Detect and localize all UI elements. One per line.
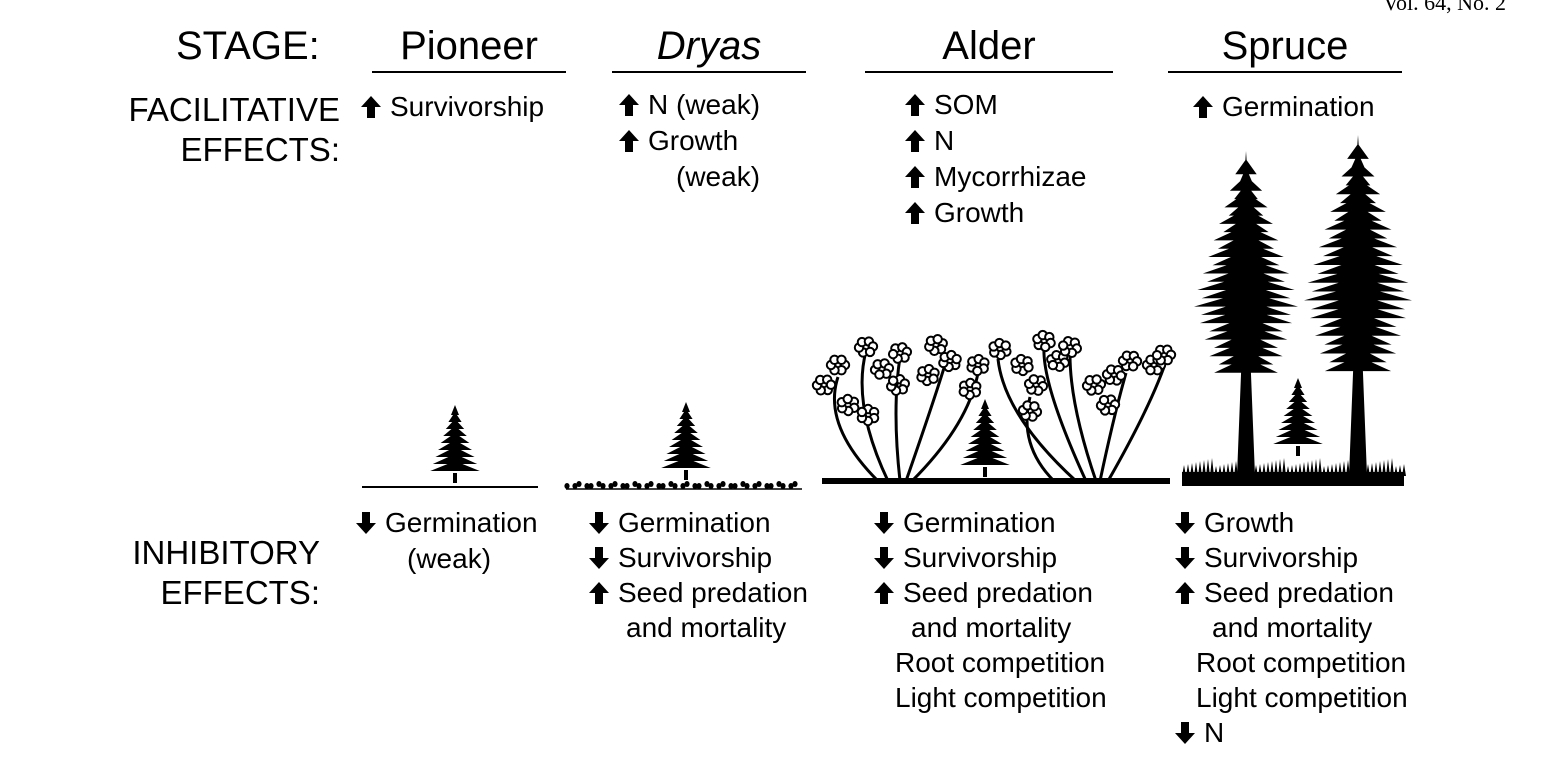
spruce-inhibitory-effect-text: Growth [1204, 507, 1295, 538]
stage-name-alder: Alder [942, 24, 1036, 68]
dryas-inhibitory-effect-text: and mortality [626, 612, 787, 643]
up-arrow-icon [1193, 96, 1213, 118]
up-arrow-icon [905, 94, 925, 116]
alder-inhibitory-effect-text: and mortality [911, 612, 1072, 643]
dryas-inhibitory-effect-text: Germination [618, 507, 771, 538]
alder-seedling-icon [960, 399, 1010, 477]
pioneer-seedling-icon [430, 405, 480, 483]
dryas-facilitative-effect-text: (weak) [676, 161, 761, 192]
spruce-inhibitory-effect-text: Root competition [1196, 647, 1407, 678]
alder-shrubs-icon [811, 329, 1177, 483]
stage-row-label: STAGE: [176, 24, 320, 68]
alder-illustration [811, 329, 1177, 484]
alder-inhibitory-effect-text: Light competition [895, 682, 1107, 713]
alder-facilitative-effect-text: SOM [934, 89, 998, 120]
alder-inhibitory-effect-text: Germination [903, 507, 1056, 538]
stage-underline-dryas [612, 71, 806, 73]
pioneer-illustration [362, 405, 538, 488]
dryas-illustration [564, 402, 802, 490]
up-arrow-icon [361, 96, 381, 118]
spruce-inhibitory-effect-text: Light competition [1196, 682, 1408, 713]
stage-name-pioneer: Pioneer [400, 24, 538, 68]
pioneer-inhibitory-effect-text: (weak) [407, 543, 492, 574]
stage-underline-spruce [1168, 71, 1402, 73]
alder-facilitative-effect-text: Growth [934, 197, 1025, 228]
down-arrow-icon [589, 547, 609, 569]
down-arrow-icon [874, 512, 894, 534]
alder-inhibitory-effect-text: Survivorship [903, 542, 1058, 573]
dryas-mat-icon [564, 481, 802, 490]
up-arrow-icon [874, 582, 894, 604]
alder-facilitative-effect-text: Mycorrhizae [934, 161, 1087, 192]
stage-name-dryas: Dryas [656, 24, 762, 68]
down-arrow-icon [874, 547, 894, 569]
journal-reference: Vol. 64, No. 2 [1383, 0, 1507, 15]
spruce-tall-tree-left-icon [1194, 151, 1298, 482]
alder-inhibitory-effect-text: Seed predation [903, 577, 1093, 608]
facilitative-row-label: FACILITATIVE EFFECTS: [90, 90, 341, 170]
spruce-inhibitory-effect-text: Seed predation [1204, 577, 1394, 608]
down-arrow-icon [1175, 722, 1195, 744]
pioneer-facilitative-effect-text: Survivorship [390, 91, 545, 122]
alder-ground [822, 478, 1170, 484]
stage-underline-pioneer [372, 71, 566, 73]
up-arrow-icon [905, 130, 925, 152]
stage-name-spruce: Spruce [1221, 24, 1349, 68]
up-arrow-icon [905, 166, 925, 188]
down-arrow-icon [1175, 547, 1195, 569]
dryas-inhibitory-effect-text: Seed predation [618, 577, 808, 608]
down-arrow-icon [356, 512, 376, 534]
dryas-inhibitory-effect-text: Survivorship [618, 542, 773, 573]
spruce-illustration [1182, 135, 1412, 486]
up-arrow-icon [1175, 582, 1195, 604]
inhibitory-label-line-2: EFFECTS: [160, 574, 320, 611]
down-arrow-icon [589, 512, 609, 534]
alder-inhibitory-effect-text: Root competition [895, 647, 1106, 678]
alder-facilitative-effect-text: N [934, 125, 955, 156]
dryas-facilitative-effect-text: N (weak) [648, 89, 761, 120]
stage-underline-alder [865, 71, 1113, 73]
spruce-undergrowth-icon [1182, 458, 1406, 486]
spruce-tall-tree-right-icon [1304, 135, 1412, 482]
dryas-facilitative-effect-text: Growth [648, 125, 739, 156]
up-arrow-icon [905, 202, 925, 224]
inhibitory-label-line-1: INHIBITORY [132, 534, 320, 571]
spruce-sapling-icon [1273, 378, 1323, 456]
spruce-inhibitory-effect-text: and mortality [1212, 612, 1373, 643]
facilitative-label-line-1: FACILITATIVE [128, 91, 341, 128]
spruce-inhibitory-effect-text: N [1204, 717, 1225, 748]
spruce-inhibitory-effect-text: Survivorship [1204, 542, 1359, 573]
dryas-seedling-icon [661, 402, 711, 480]
up-arrow-icon [619, 130, 639, 152]
facilitative-label-line-2: EFFECTS: [180, 131, 340, 168]
down-arrow-icon [1175, 512, 1195, 534]
spruce-facilitative-effect-text: Germination [1222, 91, 1375, 122]
up-arrow-icon [619, 94, 639, 116]
pioneer-inhibitory-effect-text: Germination [385, 507, 538, 538]
inhibitory-row-label: INHIBITORY EFFECTS: [70, 533, 320, 613]
up-arrow-icon [589, 582, 609, 604]
